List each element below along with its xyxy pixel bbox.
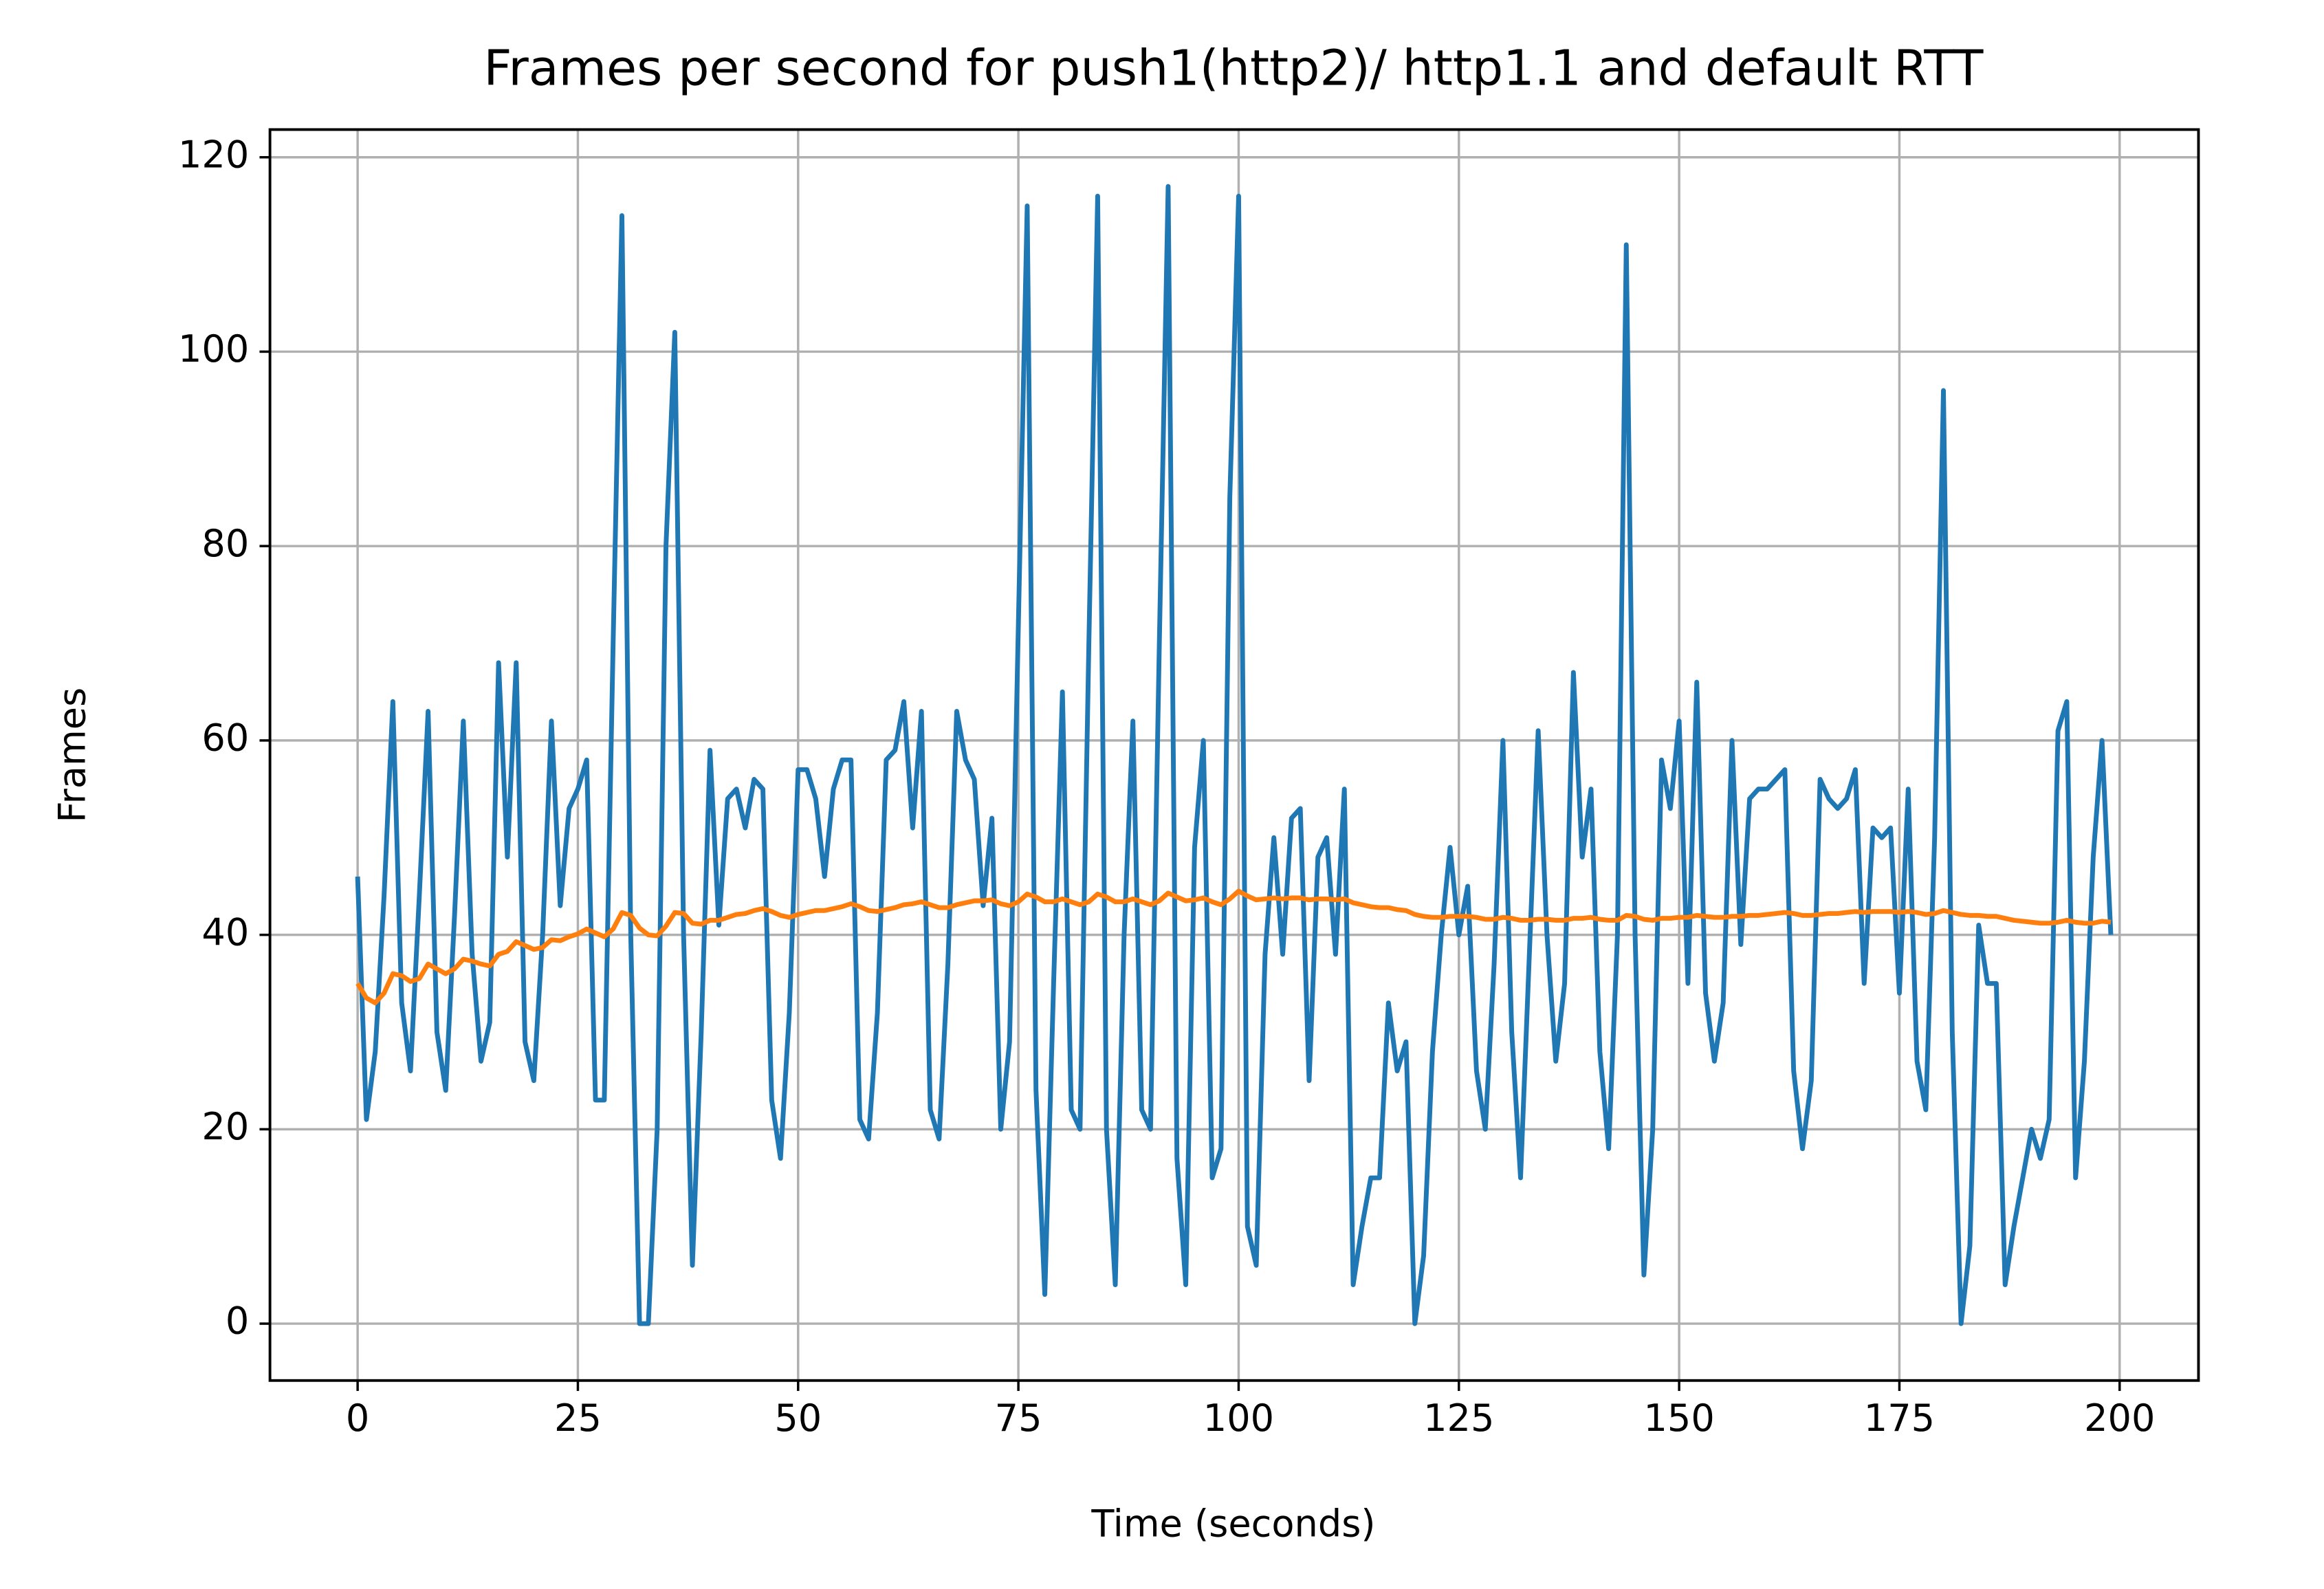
data-line <box>355 888 2112 1006</box>
data-line <box>355 184 2114 1326</box>
plot-frame <box>268 128 2200 1382</box>
x-tick-label: 125 <box>1423 1396 1494 1440</box>
x-axis-label: Time (seconds) <box>1090 1502 1375 1546</box>
x-tick-label: 25 <box>554 1396 602 1440</box>
y-axis-label: Frames <box>51 688 94 823</box>
y-tick-label: 20 <box>201 1105 249 1148</box>
x-tick-label: 100 <box>1203 1396 1274 1440</box>
x-tick-label: 150 <box>1643 1396 1714 1440</box>
x-tick-label: 50 <box>774 1396 822 1440</box>
y-tick-label: 0 <box>226 1300 249 1343</box>
y-tick-label: 40 <box>201 910 249 954</box>
x-tick-label: 0 <box>346 1396 369 1440</box>
y-tick-label: 120 <box>178 133 249 176</box>
x-tick-label: 200 <box>2084 1396 2155 1440</box>
x-tick-label: 75 <box>995 1396 1042 1440</box>
x-tick-label: 175 <box>1864 1396 1935 1440</box>
chart-title: Frames per second for push1(http2)/ http… <box>483 39 1983 96</box>
y-tick-label: 60 <box>201 716 249 760</box>
y-tick-label: 80 <box>201 522 249 565</box>
y-tick-label: 100 <box>178 327 249 371</box>
